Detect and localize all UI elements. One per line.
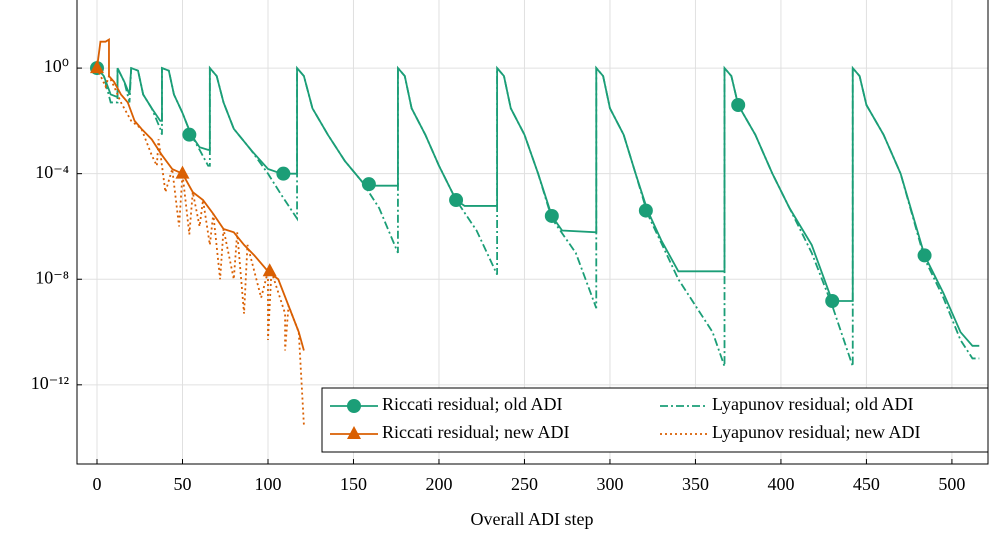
x-tick-label: 0	[93, 474, 102, 494]
y-tick-label: 10⁻⁸	[35, 267, 69, 287]
x-tick-label: 50	[173, 474, 191, 494]
x-tick-label: 500	[938, 474, 965, 494]
legend-marker	[347, 399, 361, 413]
legend-label: Lyapunov residual; old ADI	[712, 394, 913, 414]
x-tick-label: 350	[682, 474, 709, 494]
legend-label: Lyapunov residual; new ADI	[712, 422, 920, 442]
marker	[638, 203, 653, 218]
y-tick-label: 10⁰	[44, 56, 69, 76]
marker	[544, 208, 559, 223]
x-tick-label: 300	[596, 474, 623, 494]
legend-label: Riccati residual; old ADI	[382, 394, 562, 414]
y-tick-label: 10⁻⁴	[35, 162, 69, 182]
series-line	[96, 38, 305, 351]
series-line	[96, 65, 980, 347]
plot-frame	[76, 0, 989, 465]
legend-marker	[347, 426, 361, 439]
x-tick-label: 100	[254, 474, 281, 494]
marker	[825, 293, 840, 308]
x-axis-label: Overall ADI step	[471, 509, 594, 529]
x-tick-label: 150	[340, 474, 367, 494]
legend: Riccati residual; old ADI Lyapunov residu…	[321, 387, 989, 453]
x-tick-label: 400	[767, 474, 794, 494]
marker	[90, 60, 105, 74]
x-tick-label: 450	[853, 474, 880, 494]
series-line	[96, 67, 305, 426]
x-tick-label: 250	[511, 474, 538, 494]
series-line	[96, 65, 980, 367]
x-tick-label: 200	[425, 474, 452, 494]
marker	[276, 166, 291, 181]
legend-box	[321, 387, 989, 453]
y-tick-label: 10⁻¹²	[31, 373, 69, 393]
marker	[262, 263, 277, 277]
marker	[361, 177, 376, 192]
marker	[175, 165, 190, 179]
legend-label: Riccati residual; new ADI	[382, 422, 569, 442]
